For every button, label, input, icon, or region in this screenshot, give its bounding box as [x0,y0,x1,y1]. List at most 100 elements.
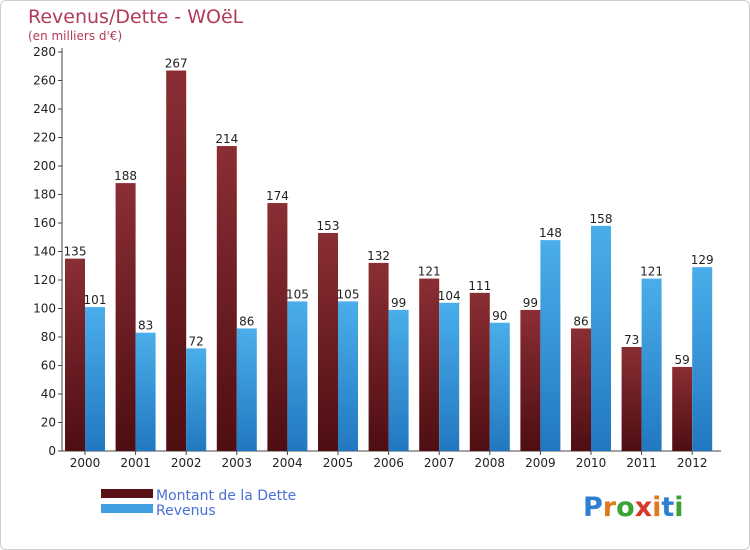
legend-label-debt: Montant de la Dette [156,488,296,504]
debt-bar [672,366,693,451]
revenus-bar-label: 72 [189,334,204,348]
revenus-bar [439,302,460,451]
logo-letter: i [652,492,661,523]
logo-letter: P [583,492,603,523]
y-axis: 0 20 40 60 80 100 120 140 160 180 200 220 240 260 280 [33,45,63,458]
logo-letter: i [674,492,683,523]
debt-bar-label: 73 [624,333,639,347]
x-tick-label: 2004 [272,456,303,470]
revenus-bar [338,301,358,451]
legend-label-revenus: Revenus [156,503,216,519]
x-tick-label: 2009 [525,456,556,470]
debt-bar-label: 111 [468,279,491,293]
x-tick-label: 2008 [475,456,506,470]
x-tick-label: 2010 [576,456,607,470]
debt-bar [469,292,490,451]
revenus-bar [236,328,257,451]
revenus-bar-label: 105 [337,287,360,301]
x-axis: 2000 2001 2002 2003 2004 2005 2006 2007 2008 2009… [62,450,721,470]
revenus-bar [287,301,308,451]
x-tick-label: 2001 [120,456,151,470]
proxiti-logo: Proxiti [583,492,684,523]
x-tick-label: 2002 [171,456,202,470]
debt-bar-label: 214 [215,132,238,146]
revenus-bar [135,332,156,451]
x-tick-label: 2005 [323,456,354,470]
legend-swatch-debt [101,489,153,498]
bars-group [65,70,713,452]
debt-bar [520,309,541,451]
chart-subtitle: (en milliers d'€) [28,29,122,43]
debt-bar-label: 267 [165,57,188,71]
y-tick-label: 120 [33,273,56,287]
y-tick-label: 280 [33,45,56,59]
revenus-bar-label: 99 [391,296,406,310]
y-tick-label: 20 [41,416,56,430]
debt-bar [419,278,440,451]
revenus-bar [591,225,611,451]
revenus-bar [489,322,510,451]
debt-bar [65,258,85,451]
debt-bar-label: 121 [418,265,441,279]
x-tick-label: 2003 [222,456,253,470]
debt-bar [621,346,642,451]
chart-title: Revenus/Dette - WOëL [28,6,244,28]
revenus-bar-label: 148 [539,226,562,240]
x-tick-label: 2000 [70,456,101,470]
y-tick-label: 240 [33,102,56,116]
logo-letter: r [603,492,617,523]
x-tick-label: 2012 [677,456,708,470]
y-tick-label: 60 [41,359,56,373]
debt-bar [115,183,136,451]
logo-letter: o [616,492,635,523]
debt-bar-label: 132 [367,249,390,263]
debt-bar [571,328,591,451]
revenus-bar-label: 129 [691,253,714,267]
debt-bar [368,262,389,451]
revenus-bar [388,309,409,451]
debt-bar-label: 174 [266,189,289,203]
y-tick-label: 160 [33,216,56,230]
debt-bar-label: 153 [317,219,340,233]
revenus-bar-label: 121 [640,265,663,279]
y-tick-label: 220 [33,131,56,145]
debt-bar [216,146,237,452]
revenus-bar-label: 83 [138,319,153,333]
revenus-bar-label: 104 [438,289,461,303]
revenus-bar-label: 158 [590,212,613,226]
debt-bar-label: 135 [64,245,87,259]
debt-bar [166,70,187,452]
revenus-bar [85,307,105,451]
y-tick-label: 0 [48,444,56,458]
y-tick-label: 200 [33,159,56,173]
data-labels-group: 135 101 188 83 267 72 214 86 174 105 153 105 132 99 12… [64,57,714,367]
revenus-bar [540,240,561,451]
x-tick-label: 2011 [626,456,657,470]
legend: Montant de la Dette Revenus [101,488,296,519]
legend-swatch-revenus [101,504,153,513]
y-tick-label: 100 [33,302,56,316]
y-tick-label: 260 [33,74,56,88]
revenus-bar [641,278,662,451]
y-tick-label: 180 [33,188,56,202]
revenus-bar-label: 101 [84,293,107,307]
revenus-bar-label: 90 [492,309,507,323]
debt-bar-label: 59 [675,353,690,367]
logo-letter: t [661,492,674,523]
revenus-bar [692,267,713,451]
x-tick-label: 2006 [373,456,404,470]
x-tick-label: 2007 [424,456,455,470]
logo-letter: x [635,492,652,523]
debt-bar [318,232,338,451]
y-tick-label: 140 [33,245,56,259]
revenus-bar-label: 105 [286,287,309,301]
debt-bar-label: 86 [573,314,588,328]
debt-bar-label: 188 [114,169,137,183]
y-tick-label: 80 [41,330,56,344]
y-tick-label: 40 [41,387,56,401]
debt-bar [267,203,288,451]
debt-bar-label: 99 [523,296,538,310]
revenus-bar-label: 86 [239,314,254,328]
